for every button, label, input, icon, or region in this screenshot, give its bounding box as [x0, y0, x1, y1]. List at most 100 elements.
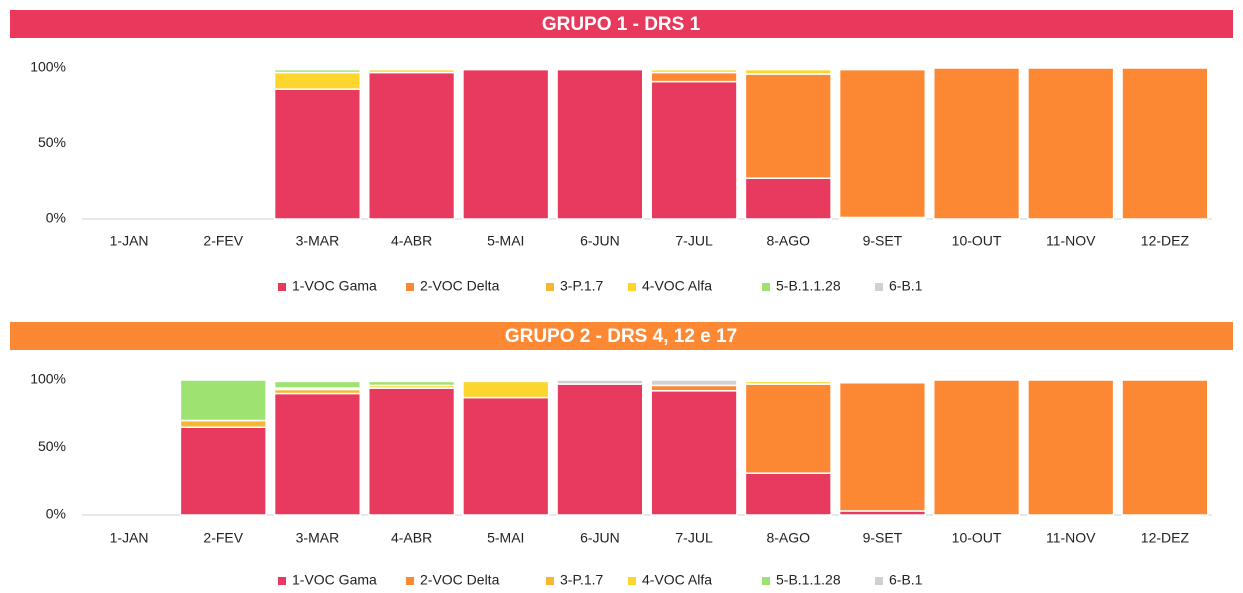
x-tick-label: 6-JUN: [580, 233, 620, 249]
legend-label: 3-P.1.7: [560, 572, 604, 588]
legend-swatch: [875, 577, 883, 585]
legend-label: 4-VOC Alfa: [642, 278, 712, 294]
chart-title: GRUPO 2 - DRS 4, 12 e 17: [505, 326, 737, 347]
bar-segment: [932, 379, 1021, 516]
bar-segment: [650, 390, 738, 516]
bar-segment: [367, 71, 456, 220]
y-tick-label: 100%: [30, 371, 66, 387]
legend-label: 4-VOC Alfa: [642, 572, 712, 588]
legend-swatch: [546, 577, 554, 585]
bar-segment: [179, 379, 267, 422]
x-tick-label: 4-ABR: [391, 233, 432, 249]
bar-segment: [273, 71, 362, 90]
x-tick-label: 11-NOV: [1046, 233, 1096, 249]
legend-label: 1-VOC Gama: [292, 572, 377, 588]
legend-swatch: [278, 577, 286, 585]
bar-segment: [179, 419, 267, 428]
legend-swatch: [762, 577, 770, 585]
bar-segment: [744, 73, 832, 179]
bar-segment: [556, 383, 644, 516]
legend-label: 5-B.1.1.28: [776, 572, 841, 588]
bar-segment: [650, 379, 738, 387]
x-tick-label: 10-OUT: [952, 530, 1002, 546]
legend-swatch: [762, 283, 770, 291]
bar-segment: [556, 67, 644, 71]
legend-swatch: [875, 283, 883, 291]
x-tick-label: 6-JUN: [580, 530, 620, 546]
bar-segment: [367, 387, 456, 516]
legend-label: 5-B.1.1.28: [776, 278, 841, 294]
bar-segment: [1121, 379, 1209, 516]
bar-segment: [1027, 379, 1115, 516]
bar-segment: [462, 396, 550, 516]
title-bar: [10, 10, 1233, 38]
y-tick-label: 100%: [30, 59, 66, 75]
legend-label: 6-B.1: [889, 572, 923, 588]
legend-swatch: [546, 283, 554, 291]
legend-label: 3-P.1.7: [560, 278, 604, 294]
x-tick-label: 1-JAN: [110, 530, 149, 546]
x-tick-label: 2-FEV: [203, 233, 243, 249]
bar-segment: [744, 177, 832, 220]
x-tick-label: 4-ABR: [391, 530, 432, 546]
bar-segment: [462, 379, 550, 383]
bar-segment: [650, 67, 738, 71]
bar-segment: [650, 384, 738, 392]
bar-segment: [462, 68, 550, 220]
bar-segment: [556, 379, 644, 385]
x-tick-label: 8-AGO: [766, 530, 810, 546]
legend-swatch: [406, 283, 414, 291]
x-tick-label: 2-FEV: [203, 530, 243, 546]
bar-segment: [556, 68, 644, 220]
bar-segment: [273, 380, 362, 389]
bar-segment: [650, 80, 738, 220]
y-tick-label: 0%: [46, 506, 66, 522]
bar-segment: [273, 379, 362, 383]
bar-segment: [273, 88, 362, 220]
bar-segment: [838, 379, 927, 383]
x-tick-label: 7-JUL: [675, 233, 713, 249]
legend-swatch: [278, 283, 286, 291]
x-tick-label: 10-OUT: [952, 233, 1002, 249]
y-tick-label: 0%: [46, 210, 66, 226]
x-tick-label: 3-MAR: [296, 530, 340, 546]
legend-label: 6-B.1: [889, 278, 923, 294]
bar-segment: [838, 67, 927, 71]
bar-segment: [1121, 67, 1209, 220]
bar-segment: [838, 68, 927, 219]
bar-segment: [744, 383, 832, 474]
x-tick-label: 12-DEZ: [1141, 530, 1190, 546]
bar-segment: [179, 426, 267, 516]
chart-title: GRUPO 1 - DRS 1: [542, 14, 701, 35]
x-tick-label: 3-MAR: [296, 233, 340, 249]
x-tick-label: 11-NOV: [1046, 530, 1096, 546]
bar-segment: [462, 67, 550, 71]
bar-segment: [744, 472, 832, 516]
x-tick-label: 7-JUL: [675, 530, 713, 546]
legend-label: 2-VOC Delta: [420, 278, 500, 294]
bar-segment: [367, 67, 456, 71]
x-tick-label: 8-AGO: [766, 233, 810, 249]
y-tick-label: 50%: [38, 134, 66, 150]
bar-segment: [650, 71, 738, 83]
bar-segment: [744, 379, 832, 383]
title-bar: [10, 322, 1233, 350]
bar-segment: [932, 67, 1021, 220]
bar-segment: [462, 380, 550, 399]
bar-segment: [1027, 67, 1115, 220]
bar-segment: [273, 67, 362, 71]
legend-swatch: [406, 577, 414, 585]
y-tick-label: 50%: [38, 438, 66, 454]
x-tick-label: 5-MAI: [487, 233, 524, 249]
x-tick-label: 9-SET: [863, 233, 903, 249]
x-tick-label: 9-SET: [863, 530, 903, 546]
bar-segment: [838, 381, 927, 512]
x-tick-label: 12-DEZ: [1141, 233, 1190, 249]
bar-segment: [367, 379, 456, 383]
x-tick-label: 5-MAI: [487, 530, 524, 546]
legend-swatch: [628, 577, 636, 585]
legend-label: 2-VOC Delta: [420, 572, 500, 588]
x-tick-label: 1-JAN: [110, 233, 149, 249]
bar-segment: [744, 67, 832, 71]
